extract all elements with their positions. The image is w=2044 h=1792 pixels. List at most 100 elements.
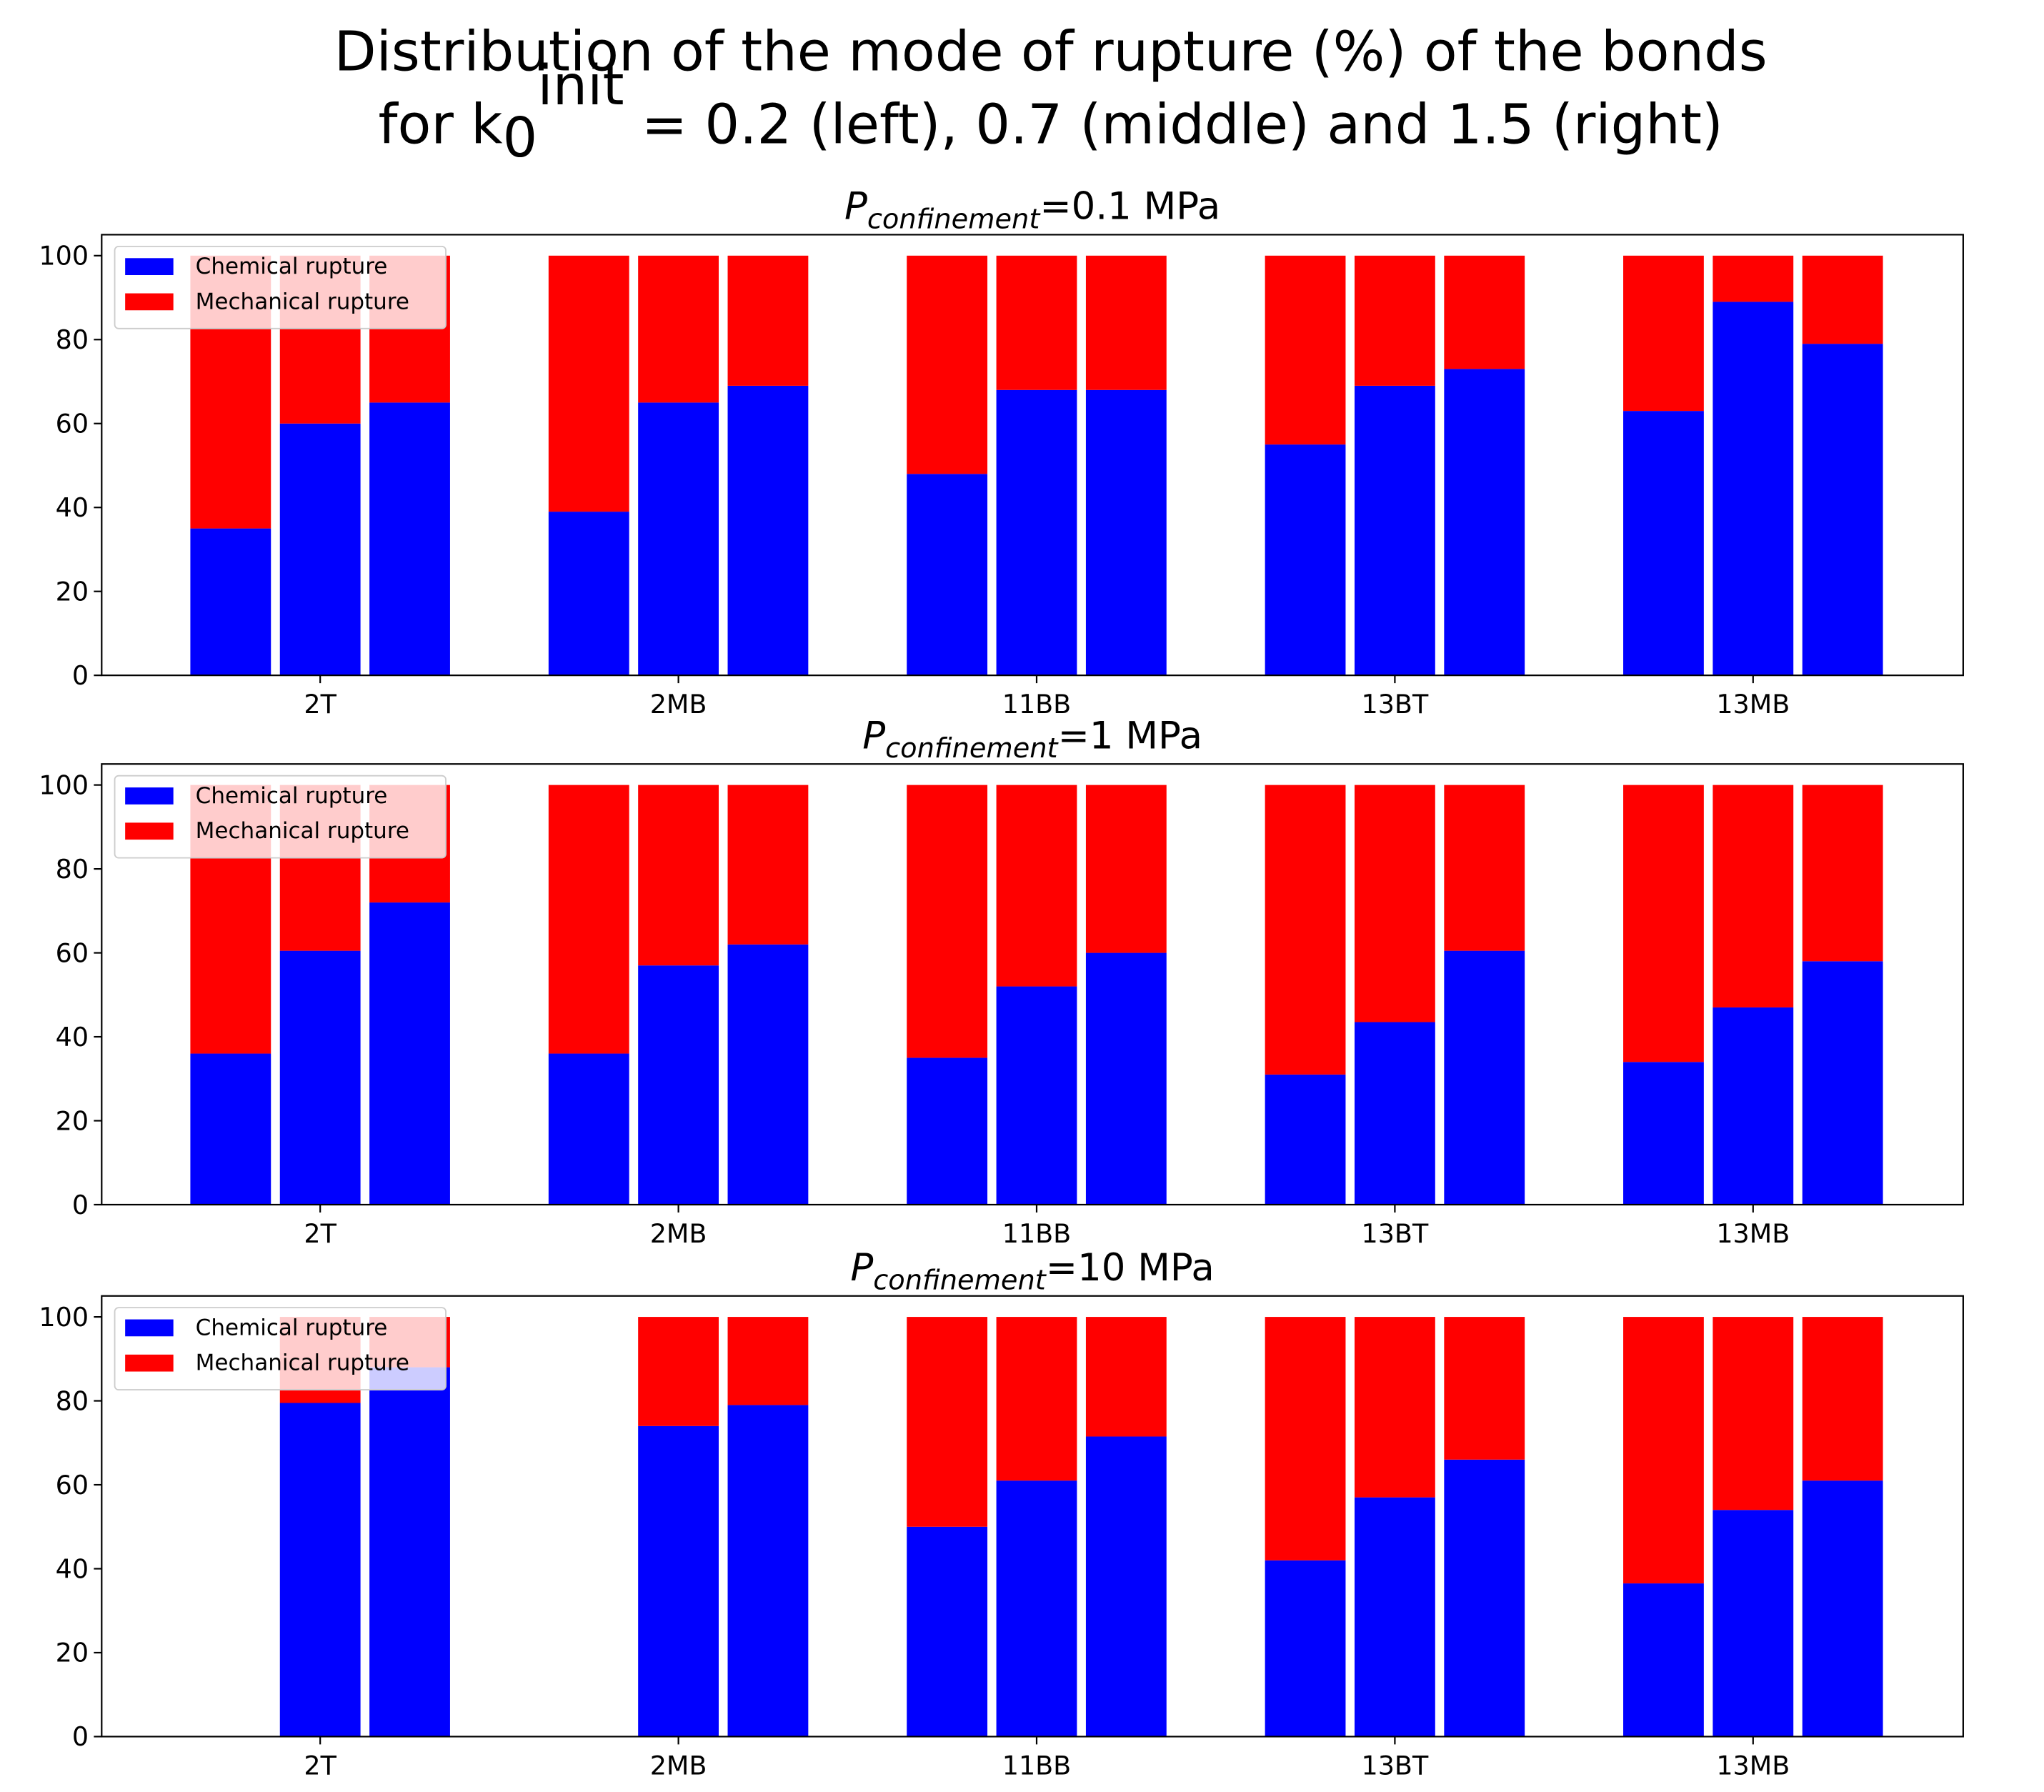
x-tick-label: 2T [304, 1218, 336, 1249]
bar-segment [1713, 302, 1794, 676]
title-part: =1 MPa [1058, 714, 1202, 757]
x-tick-label: 2T [304, 1750, 336, 1781]
y-tick-label: 0 [72, 1190, 89, 1220]
legend-label: Mechanical rupture [196, 818, 409, 844]
title-superscript: init [537, 54, 624, 118]
y-tick-label: 20 [56, 1105, 89, 1136]
bar-segment [907, 1057, 988, 1205]
x-tick-label: 2MB [650, 1218, 707, 1249]
bar-segment [638, 402, 719, 676]
bar-segment [1623, 411, 1704, 676]
bar-segment [1802, 1480, 1883, 1737]
bar-segment [1265, 1074, 1346, 1205]
x-tick-label: 13MB [1716, 1750, 1790, 1781]
bar-segment [996, 986, 1077, 1205]
x-tick-label: 11BB [1002, 689, 1071, 720]
bar-segment [279, 950, 361, 1205]
legend-label: Mechanical rupture [196, 1350, 409, 1376]
bar-segment [1623, 1062, 1704, 1205]
bar-segment [1265, 1317, 1346, 1560]
legend-label: Chemical rupture [196, 783, 388, 809]
x-tick-label: 11BB [1002, 1218, 1071, 1249]
bar-segment [1802, 255, 1883, 344]
bar-segment [1623, 255, 1704, 412]
bar-segment [727, 255, 809, 386]
subplot-title: Pconfinement=10 MPa [850, 1246, 1214, 1297]
bar-segment [1713, 785, 1794, 1007]
title-part: P [850, 1246, 873, 1290]
legend-swatch [125, 822, 174, 840]
legend-label: Chemical rupture [196, 1315, 388, 1340]
bar-segment [727, 385, 809, 676]
x-tick-label: 2MB [650, 689, 707, 720]
bar-segment [996, 785, 1077, 987]
y-tick-label: 40 [56, 492, 89, 523]
bar-segment [638, 1425, 719, 1737]
bar-segment [1444, 369, 1525, 676]
axes-frame [101, 1295, 1964, 1738]
bar-segment [1713, 1317, 1794, 1510]
y-tick-label: 100 [39, 241, 89, 272]
y-tick-label: 80 [56, 854, 89, 885]
bar-segment [1265, 444, 1346, 676]
figure-title: Distribution of the mode of rupture (%) … [334, 21, 1768, 84]
y-tick-label: 0 [72, 1721, 89, 1752]
bar-segment [1085, 1436, 1167, 1737]
bar-segment [996, 1317, 1077, 1481]
bar-segment [1802, 344, 1883, 676]
title-part: for k [378, 94, 503, 157]
bar-segment [1444, 1459, 1525, 1737]
bar-segment [1085, 785, 1167, 953]
bar-segment [1354, 1497, 1435, 1737]
bar-segment [638, 255, 719, 403]
y-tick-label: 60 [56, 409, 89, 439]
legend-swatch [125, 293, 174, 311]
bar-segment [1265, 785, 1346, 1075]
axes-frame [101, 763, 1964, 1206]
bar-segment [1265, 255, 1346, 445]
subplot-title: Pconfinement=1 MPa [862, 714, 1202, 765]
x-tick-label: 13BT [1362, 1218, 1429, 1249]
legend-box [114, 1307, 447, 1391]
legend-swatch [125, 1319, 174, 1337]
y-tick-label: 40 [56, 1553, 89, 1584]
axes-frame [101, 234, 1964, 677]
bar-segment [1354, 255, 1435, 386]
y-tick-label: 100 [39, 770, 89, 800]
bar-segment [996, 1480, 1077, 1737]
bar-segment [907, 785, 988, 1058]
legend-box [114, 245, 447, 329]
bar-segment [1085, 255, 1167, 390]
bar-segment [907, 474, 988, 676]
bar-segment [548, 255, 629, 512]
legend-swatch [125, 258, 174, 276]
y-tick-label: 20 [56, 576, 89, 607]
bar-segment [907, 1317, 988, 1527]
bar-segment [190, 1053, 271, 1205]
bar-segment [638, 965, 719, 1205]
title-part: = 0.2 (left), 0.7 (middle) and 1.5 (righ… [624, 94, 1723, 157]
bar-segment [1802, 785, 1883, 962]
title-part: P [844, 185, 867, 229]
bar-segment [638, 1317, 719, 1426]
bar-segment [1713, 255, 1794, 302]
y-tick-label: 100 [39, 1302, 89, 1333]
bar-segment [996, 255, 1077, 390]
bar-segment [907, 1526, 988, 1737]
x-tick-label: 13MB [1716, 1218, 1790, 1249]
bar-segment [638, 785, 719, 966]
title-subscript: confinement [885, 732, 1059, 765]
title-subscript: confinement [873, 1265, 1047, 1297]
bar-segment [1265, 1560, 1346, 1737]
bar-segment [1713, 1510, 1794, 1737]
bar-segment [369, 902, 450, 1205]
x-tick-label: 2T [304, 689, 336, 720]
title-subscript: confinement [867, 203, 1041, 235]
bar-segment [369, 1367, 450, 1737]
legend-label: Mechanical rupture [196, 289, 409, 314]
bar-segment [548, 512, 629, 676]
bar-segment [279, 1403, 361, 1737]
title-part: =0.1 MPa [1040, 185, 1220, 229]
x-tick-label: 2MB [650, 1750, 707, 1781]
